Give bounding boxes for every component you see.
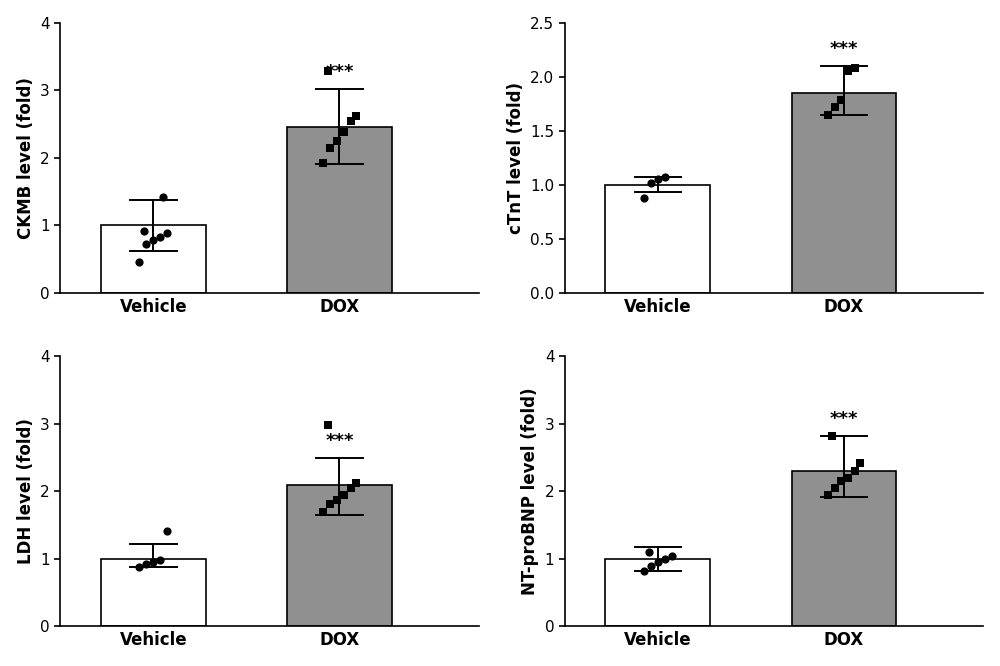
Point <box>138 239 154 250</box>
Point <box>320 66 336 77</box>
Point <box>847 63 863 73</box>
Point <box>145 235 161 246</box>
Point <box>664 550 680 561</box>
Point <box>643 560 659 571</box>
Point <box>636 192 652 203</box>
Point <box>348 478 364 489</box>
Text: ***: *** <box>325 63 354 81</box>
Text: ***: *** <box>325 432 354 450</box>
Point <box>322 143 338 153</box>
Point <box>657 172 673 182</box>
Bar <box>605 559 710 627</box>
Point <box>336 490 352 500</box>
Point <box>315 158 331 168</box>
Point <box>322 498 338 509</box>
Bar <box>101 559 206 627</box>
Point <box>131 561 147 572</box>
Point <box>343 115 359 126</box>
Point <box>643 177 659 188</box>
Point <box>847 466 863 476</box>
Point <box>820 109 836 120</box>
Y-axis label: NT-proBNP level (fold): NT-proBNP level (fold) <box>521 388 539 595</box>
Point <box>131 256 147 267</box>
Y-axis label: CKMB level (fold): CKMB level (fold) <box>17 77 35 238</box>
Point <box>152 555 168 565</box>
Point <box>159 525 175 536</box>
Point <box>641 547 657 557</box>
Bar <box>287 127 392 293</box>
Point <box>159 228 175 238</box>
Point <box>657 553 673 564</box>
Point <box>336 127 352 137</box>
Y-axis label: cTnT level (fold): cTnT level (fold) <box>507 82 525 234</box>
Y-axis label: LDH level (fold): LDH level (fold) <box>17 418 35 564</box>
Point <box>145 557 161 567</box>
Point <box>833 95 849 106</box>
Point <box>329 494 345 505</box>
Point <box>827 483 843 494</box>
Point <box>824 431 840 442</box>
Point <box>827 102 843 113</box>
Point <box>155 192 171 202</box>
Point <box>636 566 652 577</box>
Point <box>343 483 359 494</box>
Text: ***: *** <box>830 40 858 58</box>
Point <box>138 559 154 569</box>
Point <box>852 458 868 468</box>
Point <box>315 506 331 517</box>
Point <box>152 232 168 242</box>
Point <box>820 490 836 500</box>
Point <box>650 174 666 184</box>
Point <box>840 66 856 77</box>
Bar <box>287 485 392 627</box>
Point <box>650 557 666 567</box>
Point <box>320 420 336 430</box>
Point <box>840 473 856 484</box>
Bar <box>101 225 206 293</box>
Bar <box>605 184 710 293</box>
Point <box>833 476 849 487</box>
Bar <box>792 471 896 627</box>
Point <box>136 225 152 236</box>
Point <box>329 135 345 146</box>
Bar <box>792 93 896 293</box>
Text: ***: *** <box>830 410 858 428</box>
Point <box>348 111 364 121</box>
